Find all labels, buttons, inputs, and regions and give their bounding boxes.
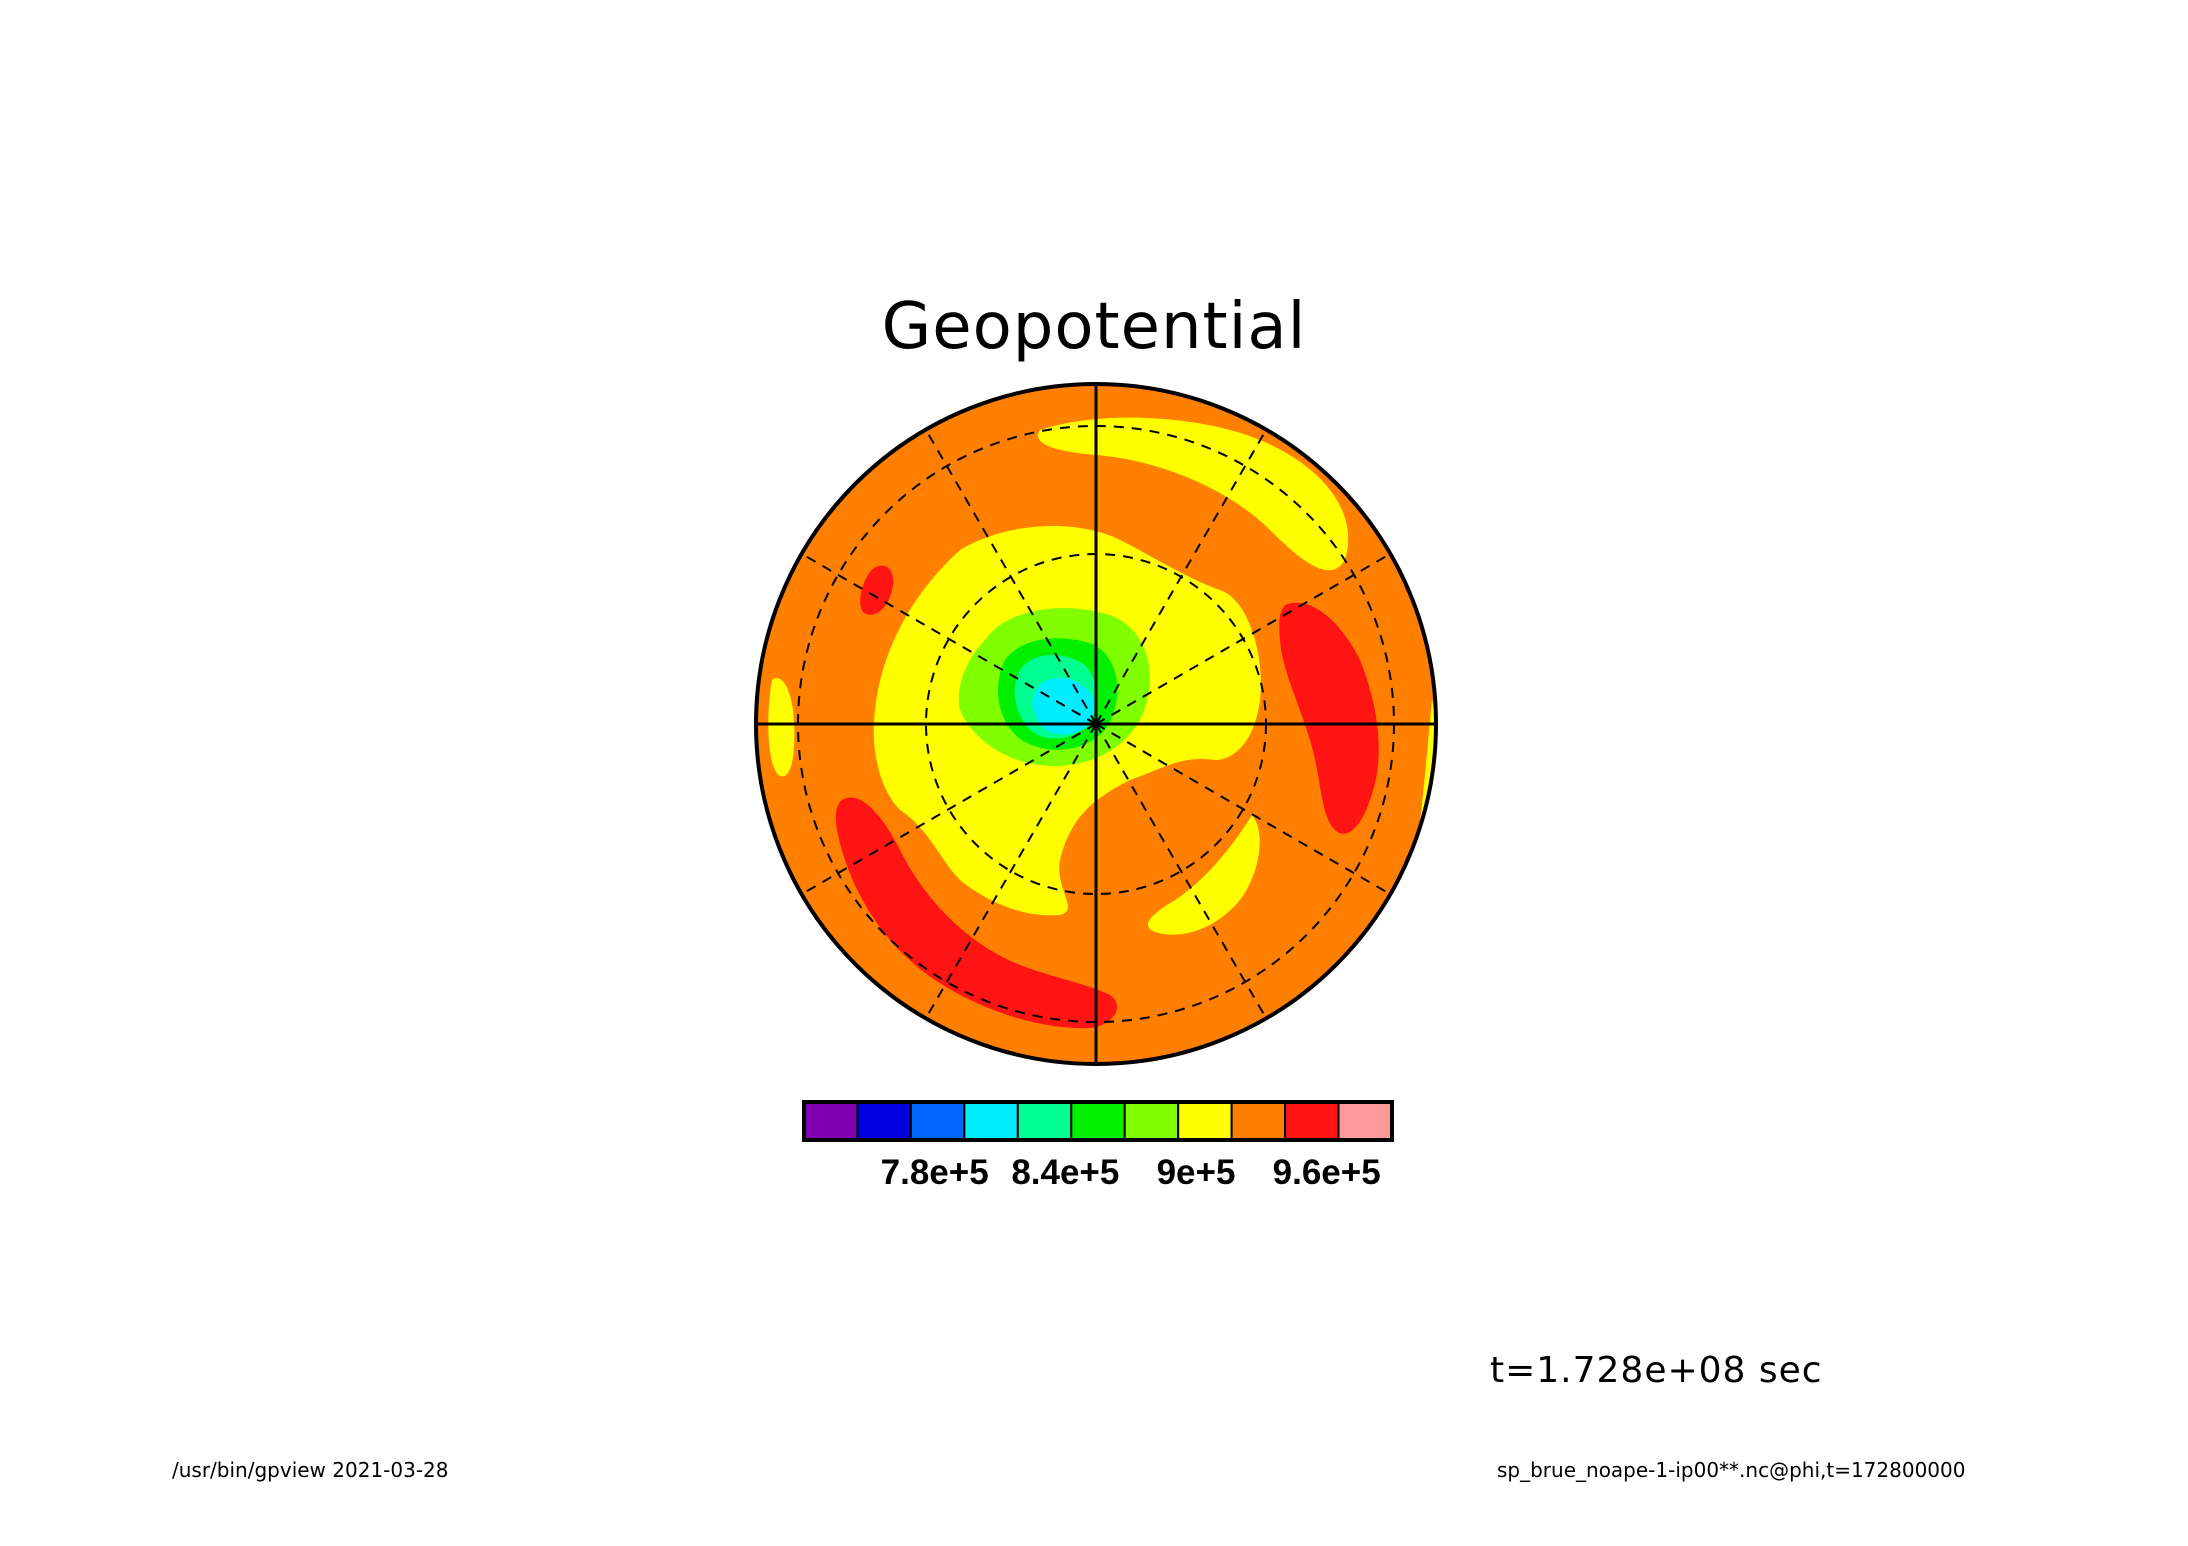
meridian-300 bbox=[801, 553, 1097, 725]
colorbar-swatch bbox=[1284, 1101, 1340, 1141]
yellow-band-north bbox=[1038, 417, 1349, 571]
yellow-west-strip bbox=[768, 678, 795, 777]
footer-source: sp_brue_noape-1-ip00**.nc@phi,t=17280000… bbox=[1497, 1458, 1966, 1482]
yellow-south-spiral bbox=[1147, 815, 1260, 935]
meridian-210 bbox=[925, 723, 1097, 1019]
colorbar-swatch bbox=[909, 1101, 966, 1141]
meridian-330 bbox=[925, 429, 1097, 725]
meridian-120 bbox=[1095, 723, 1391, 895]
colorbar-swatch bbox=[803, 1101, 859, 1141]
footer-program-date: /usr/bin/gpview 2021-03-28 bbox=[172, 1458, 449, 1482]
colorbar-swatch bbox=[1070, 1101, 1126, 1141]
colorbar-tick-label: 9e+5 bbox=[1157, 1153, 1236, 1192]
colorbar-swatch bbox=[856, 1101, 912, 1141]
colorbar-swatch bbox=[963, 1101, 1019, 1141]
colorbar-tick-labels: 7.8e+5 8.4e+5 9e+5 9.6e+5 bbox=[881, 1153, 1381, 1192]
colorbar-tick-label: 7.8e+5 bbox=[881, 1153, 989, 1192]
colorbar-tick-label: 8.4e+5 bbox=[1011, 1153, 1119, 1192]
colorbar-swatch bbox=[1123, 1101, 1180, 1141]
meridian-60 bbox=[1095, 553, 1391, 725]
colorbar-tick-label: 9.6e+5 bbox=[1273, 1153, 1381, 1192]
red-high-southwest bbox=[835, 797, 1118, 1029]
chart-title: Geopotential bbox=[881, 290, 1307, 364]
meridian-30 bbox=[1095, 429, 1267, 725]
map-boundary bbox=[754, 382, 1438, 1066]
meridian-240 bbox=[801, 723, 1097, 895]
colorbar bbox=[802, 1100, 1394, 1142]
colorbar-swatch bbox=[1177, 1101, 1233, 1141]
colorbar-swatch bbox=[1016, 1101, 1073, 1141]
red-high-east bbox=[1279, 602, 1379, 834]
time-label: t=1.728e+08 sec bbox=[1490, 1350, 1823, 1391]
colorbar-outline bbox=[802, 1100, 1394, 1142]
meridian-150 bbox=[1095, 723, 1267, 1019]
colorbar-swatch bbox=[1337, 1101, 1393, 1141]
axes-cross bbox=[756, 384, 1436, 1064]
colorbar-swatch bbox=[1230, 1101, 1287, 1141]
